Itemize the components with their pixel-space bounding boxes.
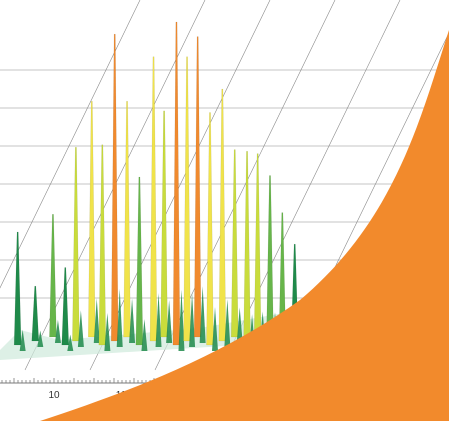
spectrum-peak [72,147,80,342]
orange-swoosh-shape [40,30,449,421]
spectrum-peak [218,88,227,342]
spectrum-subpeak [116,288,123,347]
spectrum-peak [61,267,70,346]
spectrum-peak [135,176,144,346]
spectrum-subpeak [19,329,26,351]
spectrum-peak [172,21,181,346]
spectrum-peak [111,33,119,342]
spectrum-peak [13,231,22,346]
x-tick-label: 10 [48,390,60,401]
spectrum-peak [123,101,131,338]
spectrum-subpeak [166,300,173,343]
spectrum-subpeak [37,330,44,347]
spectrum-subpeak [178,289,185,351]
spectrum-peak [149,56,158,342]
spectrum-peak [206,112,214,346]
spectrum-peak [231,149,239,338]
peak-layer [0,21,320,360]
spectrum-peak [193,36,202,338]
spectrum-subpeak [141,319,148,351]
spectrum-subpeak [104,313,111,351]
spectrum-subpeak [77,310,84,347]
spectrum-peak [49,214,57,338]
spectrum-subpeak [212,306,218,351]
spectrum-peak [183,56,191,342]
spectrum-peak [266,175,274,338]
spectrum-subpeak [199,286,206,343]
spectrum-peak [160,110,168,338]
spectrum-peak [88,101,96,338]
spectrum-peak [31,285,40,342]
spectrum-peak [243,151,251,346]
spectrum-peak [98,144,107,346]
grid-line [0,0,141,289]
spectrum-subpeak [189,293,196,347]
spectrum-subpeak [67,334,74,351]
spectrum-subpeak [54,319,61,343]
spectrum-subpeak [236,307,243,343]
spectrum-subpeak [129,298,136,343]
spectrum-subpeak [93,298,100,343]
spectrum-subpeak [155,293,162,347]
spectrum-peak [253,153,262,342]
minor-ticks [1,378,171,383]
spectrum-subpeak [224,299,231,347]
